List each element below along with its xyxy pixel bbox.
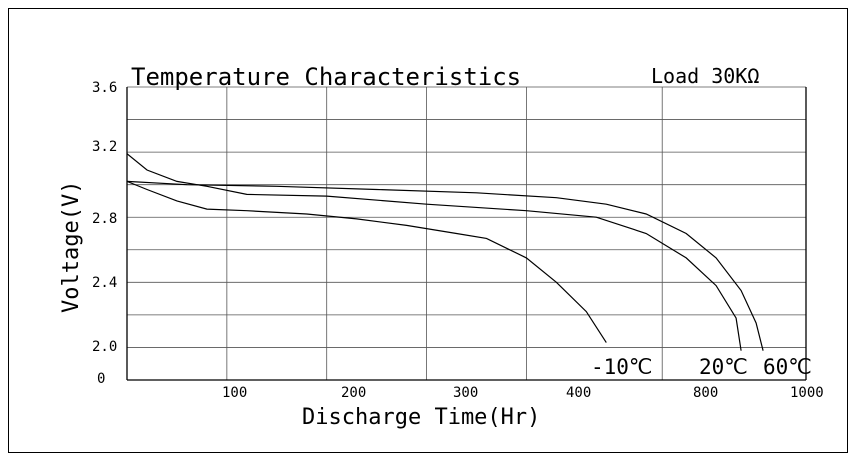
series-line-1 [126,153,742,351]
grid [127,86,806,380]
chart-frame [8,8,848,453]
x-tick-label: 1000 [790,385,824,401]
y-tick-label: 2.8 [92,211,117,227]
series-line-2 [126,180,764,351]
x-tick-label: 300 [453,385,478,401]
y-axis-label: Voltage(V) [59,181,84,313]
y-tick-label: 3.6 [92,80,117,96]
chart-title: Temperature Characteristics [131,63,521,91]
axes [126,87,807,381]
curve-label-minus10c: -10℃ [591,355,653,379]
y-tick-label: 2.4 [92,275,117,291]
chart-subtitle: Load 30KΩ [651,64,759,88]
x-origin-label: 0 [97,371,105,387]
y-tick-label: 2.0 [92,339,117,355]
x-tick-label: 400 [566,385,591,401]
curve-label-20c: 20℃ [699,355,748,379]
x-tick-label: 800 [693,385,718,401]
x-axis-label: Discharge Time(Hr) [302,405,540,430]
series-lines [126,153,764,351]
y-tick-label: 3.2 [92,139,117,155]
x-tick-label: 100 [222,385,247,401]
x-tick-label: 200 [341,385,366,401]
curve-label-60c: 60℃ [763,355,812,379]
series-line-0 [126,180,607,343]
